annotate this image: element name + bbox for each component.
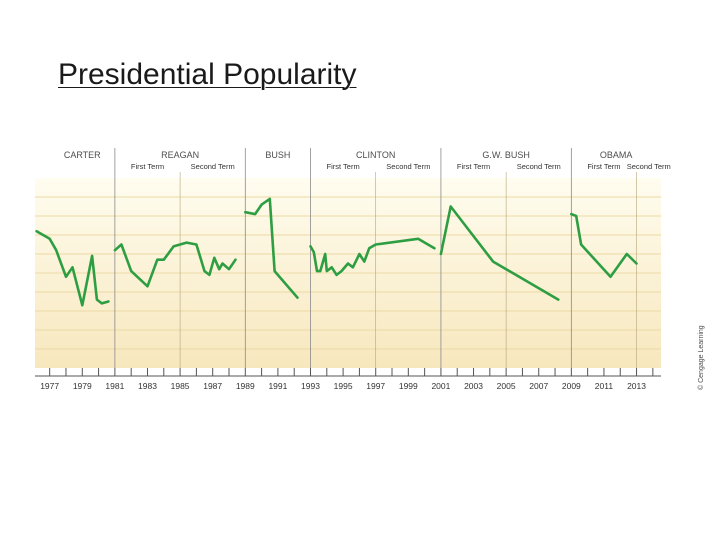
president-label: CLINTON [356, 150, 395, 160]
term-label: First Term [327, 162, 360, 171]
series-line-clinton [309, 237, 436, 277]
term-label: Second Term [627, 162, 671, 171]
series-line-obama [569, 212, 638, 279]
x-tick-label: 1985 [171, 381, 190, 391]
president-label: OBAMA [600, 150, 633, 160]
x-tick-label: 1991 [268, 381, 287, 391]
president-label: CARTER [64, 150, 101, 160]
x-tick-label: 2003 [464, 381, 483, 391]
term-label: First Term [587, 162, 620, 171]
term-label: Second Term [191, 162, 235, 171]
x-tick-label: 2013 [627, 381, 646, 391]
x-tick-label: 2011 [595, 381, 614, 391]
x-tick-label: 1977 [40, 381, 59, 391]
series-line-reagan [113, 241, 237, 288]
x-tick-label: 2007 [529, 381, 548, 391]
x-tick-label: 1993 [301, 381, 320, 391]
x-tick-label: 1987 [203, 381, 222, 391]
x-tick-label: 1997 [366, 381, 385, 391]
president-label: G.W. BUSH [482, 150, 530, 160]
x-tick-label: 1979 [73, 381, 92, 391]
term-label: First Term [131, 162, 164, 171]
copyright-credit: © Cengage Learning [698, 325, 705, 390]
x-tick-label: 1981 [105, 381, 124, 391]
series-line-g-w-bush [439, 205, 560, 301]
president-label: BUSH [265, 150, 290, 160]
x-tick-label: 1999 [399, 381, 418, 391]
x-tick-label: 2001 [431, 381, 450, 391]
x-tick-label: 1983 [138, 381, 157, 391]
x-tick-label: 2005 [497, 381, 516, 391]
x-tick-label: 1989 [236, 381, 255, 391]
slide-title: Presidential Popularity [58, 58, 357, 91]
president-label: REAGAN [161, 150, 199, 160]
x-tick-label: 1995 [334, 381, 353, 391]
term-label: Second Term [517, 162, 561, 171]
term-label: First Term [457, 162, 490, 171]
x-tick-label: 2009 [562, 381, 581, 391]
series-line-bush [244, 197, 299, 300]
term-label: Second Term [386, 162, 430, 171]
series-line-carter [35, 229, 110, 307]
